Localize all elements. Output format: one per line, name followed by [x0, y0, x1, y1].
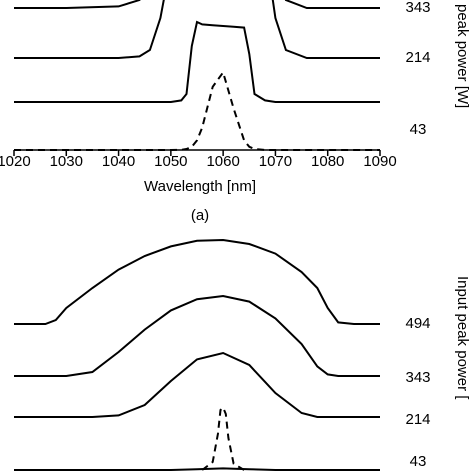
trace	[14, 238, 380, 325]
x-tick-label: 1050	[154, 153, 187, 170]
trace-label: 43	[410, 121, 427, 138]
x-axis-label: Wavelength [nm]	[144, 178, 256, 195]
x-tick-label: 1070	[259, 153, 292, 170]
x-tick-label: 1080	[311, 153, 344, 170]
trace	[14, 351, 380, 418]
x-tick-label: 1060	[206, 153, 239, 170]
trace	[14, 294, 380, 377]
trace-label: 343	[405, 0, 430, 16]
trace	[14, 20, 380, 103]
trace	[14, 0, 380, 9]
trace	[14, 0, 380, 59]
trace-label: 214	[405, 49, 430, 66]
dashed-trace	[201, 405, 245, 471]
trace	[14, 467, 380, 471]
trace-label: 214	[405, 411, 430, 428]
dashed-trace	[14, 70, 380, 151]
x-tick-label: 1020	[0, 153, 31, 170]
panel-label: (a)	[191, 207, 209, 224]
x-tick-label: 1030	[50, 153, 83, 170]
y-axis-label: peak power [W]	[454, 4, 471, 108]
y-axis-label: Input peak power [	[454, 276, 471, 400]
x-tick-label: 1040	[102, 153, 135, 170]
trace-label: 494	[405, 315, 430, 332]
trace-label: 343	[405, 369, 430, 386]
trace-label: 43	[410, 453, 427, 470]
x-tick-label: 1090	[363, 153, 396, 170]
